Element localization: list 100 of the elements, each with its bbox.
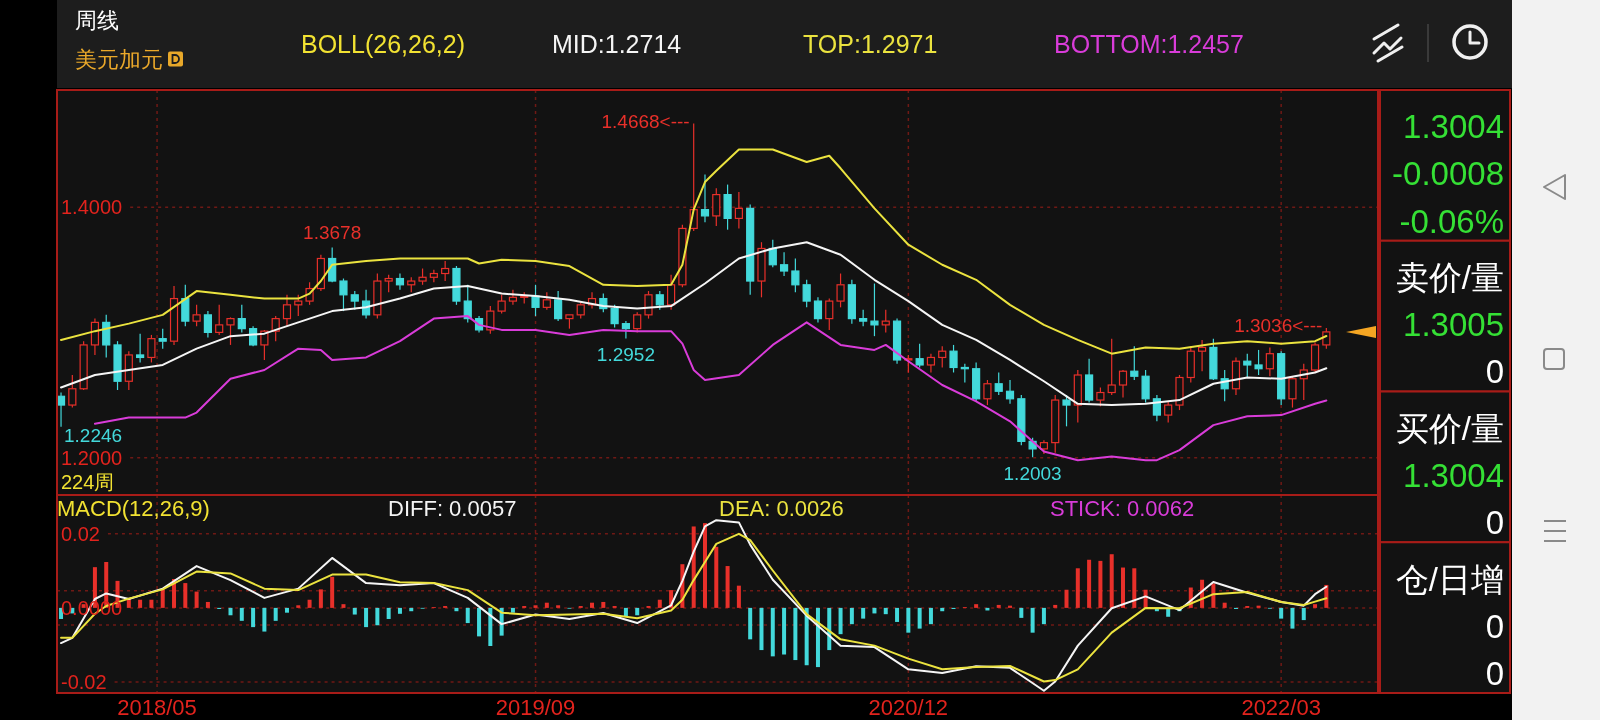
bar xyxy=(657,599,662,608)
bar xyxy=(1109,554,1114,608)
bar xyxy=(1075,568,1080,608)
annotation: 224周 xyxy=(61,471,115,493)
bar xyxy=(149,599,154,608)
text: BOTTOM:1.2457 xyxy=(1054,30,1244,58)
y-tick-label: 0.02 xyxy=(61,522,100,545)
text: 0 xyxy=(1485,353,1504,391)
bar xyxy=(1222,602,1227,608)
text: STICK: 0.0062 xyxy=(1050,495,1195,521)
bar xyxy=(748,607,753,640)
annotation: 1.2952 xyxy=(596,343,655,365)
text: 1.3005 xyxy=(1403,306,1504,344)
bar xyxy=(1132,568,1137,608)
bar xyxy=(510,607,515,613)
bar xyxy=(1121,567,1125,608)
bar xyxy=(318,589,323,608)
bar xyxy=(1313,604,1318,608)
text: MID:1.2714 xyxy=(552,30,682,58)
bar xyxy=(1064,589,1069,608)
bar xyxy=(262,607,267,632)
text: TOP:1.2971 xyxy=(803,30,938,58)
x-tick-label: 2022/03 xyxy=(1241,694,1321,720)
bar xyxy=(138,599,143,608)
bar xyxy=(838,607,843,635)
bar xyxy=(352,607,357,615)
bar xyxy=(770,607,775,657)
text: -0.0008 xyxy=(1392,155,1504,193)
bar xyxy=(307,599,312,608)
bar xyxy=(1030,607,1035,633)
text: 0 xyxy=(1485,504,1504,541)
y-tick-label: 1.2000 xyxy=(61,446,123,469)
bar xyxy=(1053,604,1058,608)
bar xyxy=(590,602,595,608)
bar xyxy=(895,607,900,622)
text: 卖价/量 xyxy=(1395,259,1504,297)
x-tick-label: 2018/05 xyxy=(117,694,197,720)
line-series xyxy=(60,241,1328,407)
bar xyxy=(375,607,380,626)
bar xyxy=(1019,607,1024,618)
y-tick-label: -0.02 xyxy=(61,670,107,693)
text: 仓/日增 xyxy=(1395,560,1504,598)
annotation: 1.4668<--- xyxy=(601,110,690,132)
x-tick-label: 2019/09 xyxy=(495,694,576,720)
bar xyxy=(556,605,561,608)
bar xyxy=(488,607,493,646)
bar xyxy=(341,604,346,608)
bar xyxy=(454,607,459,612)
bar xyxy=(330,576,335,608)
legend-title: MACD(12,26,9) xyxy=(57,495,210,521)
text: 0 xyxy=(1485,607,1504,645)
annotation: 1.2003 xyxy=(1003,462,1062,484)
bar xyxy=(974,604,979,608)
bar xyxy=(793,607,798,661)
bar xyxy=(804,607,809,666)
annotation: 1.2246 xyxy=(64,425,123,447)
bar xyxy=(409,607,414,612)
bar xyxy=(906,607,911,633)
bar xyxy=(1279,607,1284,619)
annotation: 1.3036<--- xyxy=(1234,315,1323,337)
bar xyxy=(940,607,945,612)
bar xyxy=(815,607,820,668)
bar xyxy=(194,591,199,608)
bar xyxy=(533,605,538,608)
bar xyxy=(544,602,549,608)
chart-title: 周线 xyxy=(75,7,119,33)
bar xyxy=(601,601,606,608)
bar xyxy=(849,607,854,625)
bar xyxy=(386,607,391,619)
bar xyxy=(251,607,256,628)
bar xyxy=(183,583,188,608)
x-tick-label: 2020/12 xyxy=(868,694,949,720)
series-label: DEA: 0.0026 xyxy=(719,495,844,521)
bar xyxy=(635,607,640,616)
bar xyxy=(1290,607,1295,629)
bar xyxy=(397,607,402,614)
bar xyxy=(296,605,301,608)
bar xyxy=(205,601,210,608)
bar xyxy=(239,607,244,621)
text: 买价/量 xyxy=(1395,409,1504,447)
bar xyxy=(1087,559,1092,608)
bar xyxy=(917,607,922,629)
bar xyxy=(465,607,470,624)
text: -0.06% xyxy=(1399,202,1504,240)
bar xyxy=(861,607,866,619)
text: 1.3004 xyxy=(1403,456,1504,494)
legend-title: BOLL(26,26,2) xyxy=(301,30,465,58)
bar xyxy=(714,546,719,608)
bar xyxy=(1098,560,1103,608)
text: DIFF: 0.0057 xyxy=(388,495,517,521)
bar xyxy=(364,607,369,628)
bar xyxy=(477,607,482,637)
bar xyxy=(160,589,165,608)
bar xyxy=(872,607,877,614)
bar xyxy=(702,523,707,608)
bar xyxy=(725,566,730,608)
text: 0 xyxy=(1485,654,1504,692)
bar xyxy=(736,585,741,608)
bar xyxy=(273,607,278,621)
bar xyxy=(996,604,1001,608)
